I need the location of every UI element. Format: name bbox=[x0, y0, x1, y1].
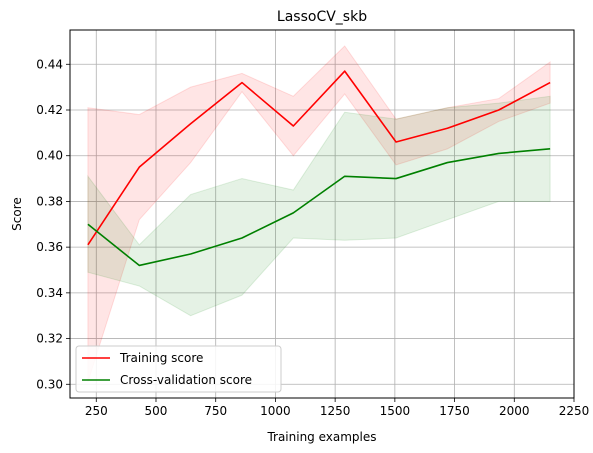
series-lines bbox=[87, 70, 551, 267]
x-axis-title: Training examples bbox=[266, 430, 376, 444]
confidence-bands bbox=[87, 45, 551, 383]
x-tick-label: 1250 bbox=[320, 404, 351, 418]
legend-box bbox=[75, 345, 282, 393]
x-tick-label: 750 bbox=[204, 404, 227, 418]
x-tick-label: 1500 bbox=[380, 404, 411, 418]
line-training-score bbox=[87, 70, 551, 246]
y-tick-label: 0.30 bbox=[36, 377, 63, 391]
y-tick-label: 0.32 bbox=[36, 332, 63, 346]
y-tick-label: 0.38 bbox=[36, 194, 63, 208]
y-tick-label: 0.40 bbox=[36, 149, 63, 163]
legend-label-cross-validation-score: Cross-validation score bbox=[120, 373, 252, 387]
x-tick-label: 1000 bbox=[260, 404, 291, 418]
legend-label-training-score: Training score bbox=[119, 351, 203, 365]
axis-ticks: 250 500 750 1000 1250 1500 1750 2000 2250 0.30 0.3… bbox=[36, 57, 589, 418]
y-tick-label: 0.36 bbox=[36, 240, 63, 254]
x-tick-label: 1750 bbox=[439, 404, 470, 418]
line-cross-validation-score bbox=[87, 148, 551, 267]
plot-frame bbox=[69, 29, 575, 399]
band-cross-validation bbox=[87, 95, 551, 317]
y-axis-title: Score bbox=[10, 197, 24, 231]
x-tick-label: 250 bbox=[85, 404, 108, 418]
band-training bbox=[87, 45, 551, 383]
y-tick-label: 0.44 bbox=[36, 57, 63, 71]
x-tick-label: 500 bbox=[145, 404, 168, 418]
y-tick-label: 0.34 bbox=[36, 286, 63, 300]
x-tick-label: 2250 bbox=[559, 404, 590, 418]
x-tick-label: 2000 bbox=[499, 404, 530, 418]
chart-title: LassoCV_skb bbox=[277, 9, 367, 25]
y-tick-label: 0.42 bbox=[36, 103, 63, 117]
legend: Training score Cross-validation score bbox=[75, 345, 282, 393]
